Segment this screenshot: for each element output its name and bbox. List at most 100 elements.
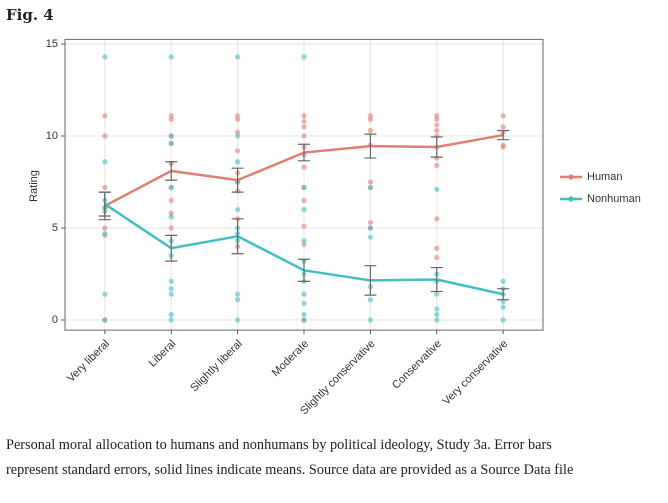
data-point: [168, 140, 174, 146]
data-point: [367, 113, 373, 119]
data-point: [301, 118, 307, 124]
data-point: [235, 206, 241, 213]
data-point: [367, 127, 373, 134]
legend-key-dot: [568, 174, 574, 180]
data-point: [168, 184, 174, 191]
x-tick-label: Conservative: [390, 338, 444, 392]
legend-label: Human: [587, 171, 622, 183]
data-point: [235, 159, 241, 165]
data-point: [168, 116, 174, 123]
figure-label: Fig. 4: [6, 6, 54, 24]
legend-label: Nonhuman: [587, 193, 641, 205]
error-bar: [298, 258, 310, 282]
data-point: [301, 164, 307, 170]
data-point: [102, 54, 108, 60]
data-point: [301, 291, 307, 297]
data-point: [301, 238, 307, 244]
data-point: [301, 241, 307, 248]
data-point: [301, 133, 307, 139]
data-point: [235, 297, 241, 303]
x-tick-label: Moderate: [270, 338, 311, 379]
data-point: [235, 113, 241, 119]
data-point: [235, 317, 241, 323]
data-point: [500, 144, 506, 150]
error-bar: [430, 266, 443, 293]
data-point: [235, 148, 241, 154]
data-point: [168, 210, 174, 216]
data-point: [102, 225, 108, 231]
error-bar: [98, 191, 111, 217]
error-bar: [364, 133, 377, 159]
data-point: [235, 54, 241, 60]
x-tick-label: Very conservative: [440, 338, 510, 408]
error-bar: [298, 143, 310, 162]
data-point: [102, 133, 108, 139]
data-point: [301, 113, 307, 119]
y-tick-label: 5: [52, 222, 58, 234]
data-point: [434, 127, 440, 134]
data-point: [301, 184, 307, 191]
caption-line: Personal moral allocation to humans and …: [6, 437, 552, 453]
data-point: [434, 254, 440, 261]
data-point: [301, 300, 307, 307]
data-point: [168, 113, 174, 119]
error-bar: [497, 288, 510, 301]
data-point: [500, 304, 506, 310]
data-point: [168, 291, 174, 297]
data-point: [434, 311, 440, 318]
data-point: [168, 197, 174, 203]
data-point: [168, 317, 174, 323]
data-point: [102, 317, 108, 323]
data-point: [102, 159, 108, 165]
data-point: [301, 124, 307, 130]
y-tick-label: 0: [52, 314, 58, 326]
data-point: [301, 317, 307, 323]
data-point: [301, 206, 307, 213]
data-point: [168, 278, 174, 284]
data-point: [168, 133, 174, 139]
data-point: [367, 116, 373, 123]
error-bar: [165, 161, 178, 181]
chart: Rating 0 5 10 15 Very liberal Liberal Slightly…: [28, 38, 641, 417]
data-point: [434, 116, 440, 123]
data-point: [367, 179, 373, 185]
x-tick-label: Slightly liberal: [188, 338, 244, 394]
data-point: [102, 230, 108, 237]
data-point: [434, 306, 440, 312]
error-bar: [165, 234, 178, 262]
plot-border: [64, 38, 544, 331]
error-bar: [364, 265, 377, 296]
data-point: [367, 234, 373, 240]
error-bar: [430, 136, 443, 158]
data-point: [168, 54, 174, 60]
data-point: [235, 291, 241, 297]
data-point: [434, 113, 440, 119]
data-point: [367, 219, 373, 226]
data-point: [102, 184, 108, 191]
data-point: [235, 129, 241, 135]
data-point: [102, 291, 108, 297]
legend-key-dot: [568, 196, 574, 202]
data-point: [500, 317, 506, 323]
data-point: [434, 317, 440, 323]
data-point: [367, 225, 373, 231]
error-bar: [231, 218, 244, 255]
data-point: [168, 311, 174, 318]
data-point: [367, 184, 373, 191]
data-point: [168, 286, 174, 292]
y-tick-label: 15: [46, 38, 58, 50]
data-point: [434, 122, 440, 128]
data-point: [301, 223, 307, 229]
data-point: [500, 124, 506, 130]
data-point: [434, 216, 440, 222]
data-point: [434, 162, 440, 169]
x-tick-label: Slightly conservative: [298, 338, 377, 417]
data-point: [301, 197, 307, 203]
data-point: [434, 245, 440, 251]
caption-line: represent standard errors, solid lines i…: [6, 462, 574, 478]
data-point: [500, 278, 506, 284]
data-point: [235, 133, 241, 139]
data-point: [434, 186, 440, 192]
error-bar: [497, 129, 510, 141]
